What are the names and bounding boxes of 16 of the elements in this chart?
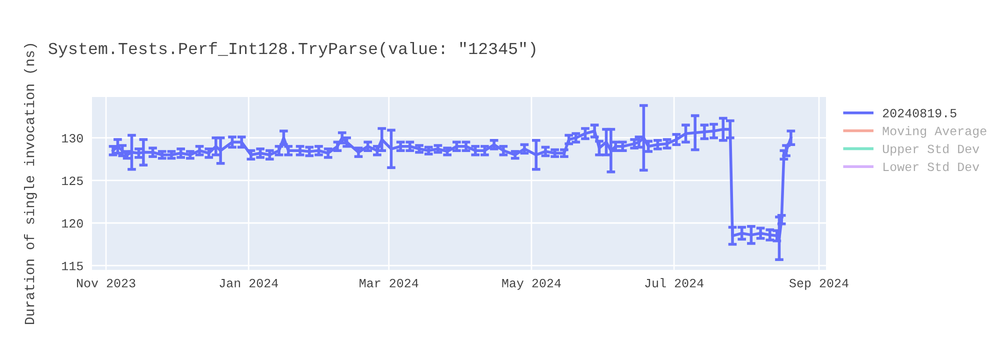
x-tick-label: May 2024 — [502, 278, 561, 290]
y-tick-label: 115 — [62, 262, 83, 270]
x-tick-label: Mar 2024 — [360, 278, 418, 288]
legend-label: Moving Average — [882, 126, 986, 138]
x-tick-label: Sep 2024 — [789, 278, 848, 290]
legend-label: 20240819.5 — [882, 108, 956, 118]
y-tick-label: 120 — [62, 219, 83, 228]
y-tick-label: 130 — [62, 134, 83, 142]
legend-label: Upper Std Dev — [882, 144, 980, 156]
x-tick-label: Nov 2023 — [77, 278, 136, 288]
y-tick-label: 125 — [62, 176, 83, 186]
y-axis-title: Duration of single invocation (ns) — [24, 44, 37, 324]
x-tick-label: Jan 2024 — [220, 278, 278, 288]
x-tick-label: Jul 2024 — [645, 278, 704, 288]
legend-label: Lower Std Dev — [884, 162, 980, 172]
chart-title: System.Tests.Perf_Int128.TryParse(value: "12345") — [48, 42, 536, 58]
